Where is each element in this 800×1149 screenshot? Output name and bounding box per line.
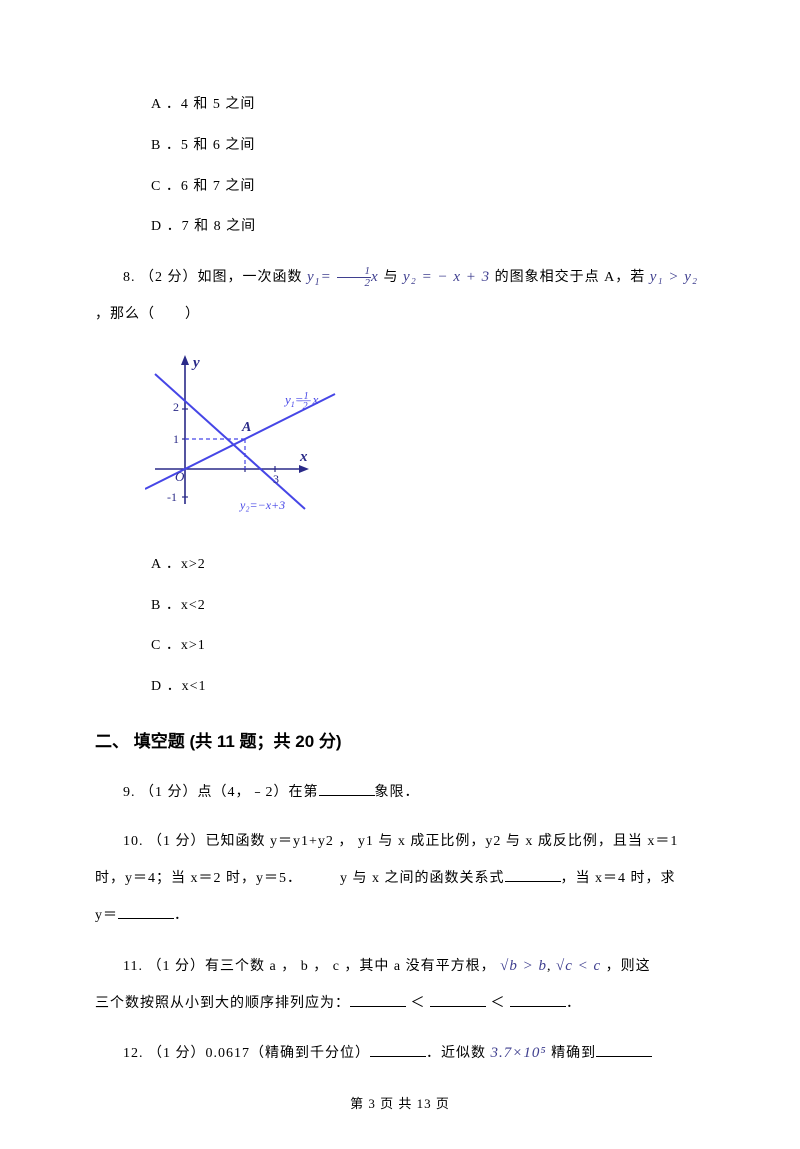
q8-f1-y: y: [307, 269, 315, 285]
q10-line3: y＝ ．: [95, 901, 705, 932]
q8-formula2: y₂ = − x + 3: [403, 269, 490, 285]
graph-eq2: y₂=−x+3: [239, 498, 285, 512]
q8-mid1: 与: [383, 270, 403, 285]
q11-blank2: [430, 992, 486, 1007]
q8-prefix: 8. （2 分）如图，一次函数: [123, 270, 307, 285]
q7-option-d: D ．7 和 8 之间: [151, 212, 705, 243]
graph-label-x: x: [299, 449, 308, 465]
q7-option-b: B ．5 和 6 之间: [151, 131, 705, 162]
q8-option-b: B ．x<2: [151, 591, 705, 622]
graph-label-A: A: [241, 420, 251, 435]
q9-blank: [319, 781, 375, 796]
page-content: A ．4 和 5 之间 B ．5 和 6 之间 C ．6 和 7 之间 D ．7…: [0, 0, 800, 1149]
q12: 12. （1 分）0.0617（精确到千分位） ．近似数 3.7×10⁵ 精确到: [95, 1037, 705, 1070]
q8-graph-svg: y x 2 1 3 -1 O A y1=12―x y₂=−x+3: [145, 349, 355, 519]
q9: 9. （1 分）点（4，﹣2）在第 象限．: [95, 778, 705, 809]
q8-figure: y x 2 1 3 -1 O A y1=12―x y₂=−x+3: [145, 349, 705, 532]
q11-lt2: ＜: [486, 996, 510, 1011]
q11-sqrt-b: √b > b: [500, 958, 547, 974]
page-footer: 第 3 页 共 13 页: [95, 1090, 705, 1119]
graph-eq1: y1=12―x: [283, 391, 319, 412]
q11-a: 11. （1 分）有三个数 a ， b ， c ，其中 a 没有平方根，: [123, 959, 496, 974]
q12-sci: 3.7×10⁵: [491, 1045, 547, 1061]
q12-b: ．近似数: [426, 1046, 491, 1061]
q12-blank2: [596, 1042, 652, 1057]
q7-option-a: A ．4 和 5 之间: [151, 90, 705, 121]
q8-tail: ，那么（ ）: [95, 300, 705, 331]
q12-a: 12. （1 分）0.0617（精确到千分位）: [123, 1046, 370, 1061]
q11-line1: 11. （1 分）有三个数 a ， b ， c ，其中 a 没有平方根， √b …: [95, 950, 705, 983]
q12-blank1: [370, 1042, 426, 1057]
q8-stem: 8. （2 分）如图，一次函数 y1= 1 2 x 与 y₂ = − x + 3…: [95, 261, 705, 294]
q8-option-d: D ．x<1: [151, 672, 705, 703]
q7-option-c: C ．6 和 7 之间: [151, 172, 705, 203]
q10-l2b: ，当 x＝4 时，求: [561, 871, 676, 886]
q8-f1-eq: =: [321, 269, 332, 285]
q11-l2b: ．: [566, 996, 581, 1011]
q12-c: 精确到: [547, 1046, 597, 1061]
section2-title: 二、 填空题 (共 11 题；共 20 分): [95, 723, 705, 760]
q10-l3b: ．: [174, 908, 189, 923]
q11-blank1: [350, 992, 406, 1007]
q10-blank1: [505, 867, 561, 882]
q11-line2: 三个数按照从小到大的顺序排列应为： ＜ ＜ ．: [95, 989, 705, 1020]
q8-mid2: 的图象相交于点 A，若: [495, 270, 650, 285]
q11-sqrt-c: √c < c: [556, 958, 601, 974]
q10-line1: 10. （1 分）已知函数 y＝y1+y2 ， y1 与 x 成正比例，y2 与…: [95, 827, 705, 858]
q8-formula3: y₁ > y₂: [650, 269, 698, 285]
q8-f1-den: 2: [337, 278, 372, 289]
q11-b: ，则这: [606, 959, 651, 974]
graph-tick-2: 2: [173, 400, 179, 414]
q10-line2: 时，y＝4；当 x＝2 时，y＝5． y 与 x 之间的函数关系式 ，当 x＝4 …: [95, 864, 705, 895]
graph-tick-1: 1: [173, 432, 179, 446]
q9-b: 象限．: [375, 785, 420, 800]
graph-tick-neg1: -1: [167, 490, 177, 504]
q10-blank2: [118, 904, 174, 919]
q8-option-c: C ．x>1: [151, 631, 705, 662]
graph-label-O: O: [175, 469, 185, 484]
q11-blank3: [510, 992, 566, 1007]
graph-tick-3: 3: [273, 472, 279, 486]
graph-label-y: y: [191, 355, 200, 371]
q8-formula1: y1= 1 2 x: [307, 269, 383, 285]
q8-option-a: A ．x>2: [151, 550, 705, 581]
q11-lt1: ＜: [406, 996, 430, 1011]
q9-a: 9. （1 分）点（4，﹣2）在第: [123, 785, 319, 800]
q11-l2a: 三个数按照从小到大的顺序排列应为：: [95, 996, 350, 1011]
q10-l3a: y＝: [95, 908, 118, 923]
q10-l2a: 时，y＝4；当 x＝2 时，y＝5． y 与 x 之间的函数关系式: [95, 871, 505, 886]
q8-f1-x: x: [371, 269, 379, 285]
q11-comma: ,: [547, 959, 556, 974]
